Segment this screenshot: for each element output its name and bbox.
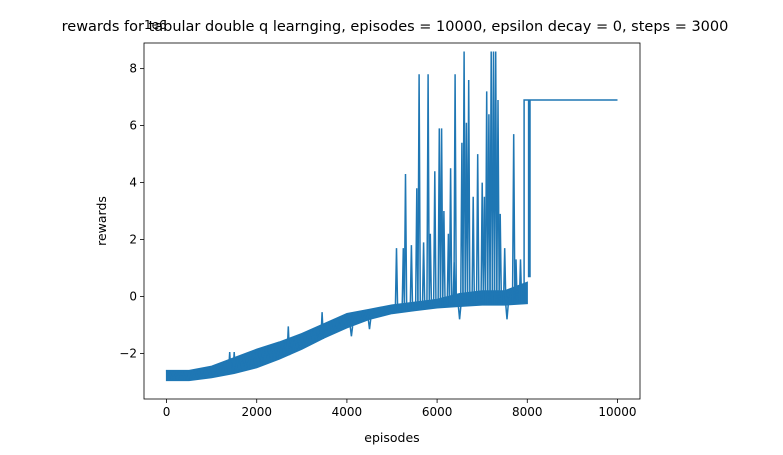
series-spike: [426, 74, 431, 310]
series-spike: [439, 128, 444, 308]
series-spike: [441, 210, 446, 308]
y-axis-label: rewards: [94, 196, 109, 246]
series-spike: [498, 213, 503, 306]
x-tick-label: 8000: [512, 405, 543, 419]
y-tick-label: 6: [129, 119, 137, 133]
y-tick-label: 4: [129, 176, 137, 190]
series-spike: [403, 173, 408, 312]
x-tick-label: 0: [163, 405, 171, 419]
y-tick-label: 8: [129, 62, 137, 76]
series-spike: [511, 134, 516, 305]
series-spike: [471, 196, 476, 306]
series-spike: [453, 74, 458, 307]
series-spike: [448, 168, 453, 308]
plot-area: [165, 51, 618, 382]
x-tick-label: 4000: [332, 405, 363, 419]
y-offset-text: 1e6: [144, 18, 167, 32]
x-axis: 0 2000 4000 6000 8000 10000: [163, 399, 637, 419]
y-tick-label: 2: [129, 233, 137, 247]
series-spike: [417, 74, 422, 311]
series-spike: [493, 51, 498, 306]
series-spike: [502, 248, 507, 306]
x-axis-label: episodes: [364, 430, 419, 445]
series-spike: [496, 99, 500, 306]
series-spike: [475, 154, 480, 306]
series-spike: [232, 351, 237, 374]
series-spike: [394, 248, 399, 314]
series-spike: [462, 51, 467, 307]
series-spike: [409, 245, 414, 312]
y-axis: −2 0 2 4 6 8: [119, 62, 144, 360]
series-spike: [349, 326, 354, 337]
series-spike: [367, 319, 372, 330]
x-tick-label: 2000: [241, 405, 272, 419]
series-spike: [286, 326, 291, 356]
series-spike: [457, 306, 462, 320]
plot-frame: [143, 42, 641, 400]
series-spike: [227, 351, 232, 375]
series-tail-line: [523, 99, 618, 303]
series-spike: [320, 312, 325, 339]
x-tick-label: 6000: [422, 405, 453, 419]
series-spike: [466, 79, 471, 306]
series-spike: [505, 304, 509, 320]
series-spike: [514, 259, 518, 305]
y-tick-label: 0: [129, 289, 137, 303]
series-spike: [432, 171, 437, 309]
chart-title: rewards for tabular double q learnging, …: [62, 19, 729, 35]
series-spike: [518, 259, 523, 305]
x-tick-label: 10000: [598, 405, 636, 419]
y-tick-label: −2: [119, 346, 137, 360]
series-spike: [421, 242, 426, 310]
series-spike: [428, 233, 433, 309]
